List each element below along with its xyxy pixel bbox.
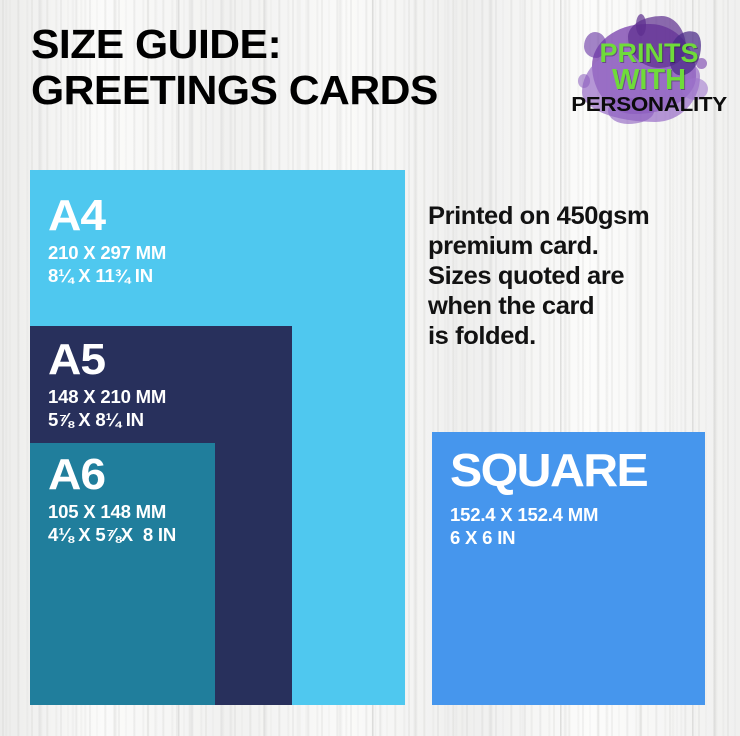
paint-splatter-icon xyxy=(578,74,590,88)
paint-splatter-icon xyxy=(696,58,707,69)
paint-splatter-icon xyxy=(682,78,708,100)
size-name-a5: A5 xyxy=(48,335,106,384)
size-inches-square: 6 x 6 in xyxy=(450,528,516,548)
size-name-square: SQUARE xyxy=(450,444,649,496)
size-mm-a4: 210 x 297 mm xyxy=(48,243,167,263)
logo-line-personality: PERSONALITY xyxy=(571,94,727,116)
size-inches-a5: 5⅞ x 8¼ in xyxy=(48,410,144,430)
size-mm-a5: 148 x 210 mm xyxy=(48,387,167,407)
logo-line-with: WITH xyxy=(611,64,687,96)
paint-splatter-icon xyxy=(608,98,654,124)
page-title: SIZE GUIDE: GREETINGS CARDS xyxy=(31,21,438,113)
size-inches-a6: 4⅛ x 5⅞x 8 in xyxy=(48,525,177,545)
size-inches-a4: 8¼ x 11¾ in xyxy=(48,266,153,286)
logo-line-prints: PRINTS xyxy=(599,38,699,68)
info-paragraph: Printed on 450gsm premium card. Sizes qu… xyxy=(428,202,650,350)
size-name-a4: A4 xyxy=(48,191,106,240)
paint-splatter-icon xyxy=(584,32,606,58)
size-mm-a6: 105 x 148 mm xyxy=(48,502,167,522)
size-mm-square: 152.4 x 152.4 mm xyxy=(450,505,599,525)
size-block-square: SQUARE 152.4 x 152.4 mm 6 x 6 in xyxy=(432,432,705,705)
brand-logo: PRINTS WITH PERSONALITY xyxy=(571,14,727,132)
paint-splatter-icon xyxy=(636,14,646,36)
size-name-a6: A6 xyxy=(48,450,106,499)
size-block-a6: A6 105 x 148 mm 4⅛ x 5⅞x 8 in xyxy=(30,443,215,705)
